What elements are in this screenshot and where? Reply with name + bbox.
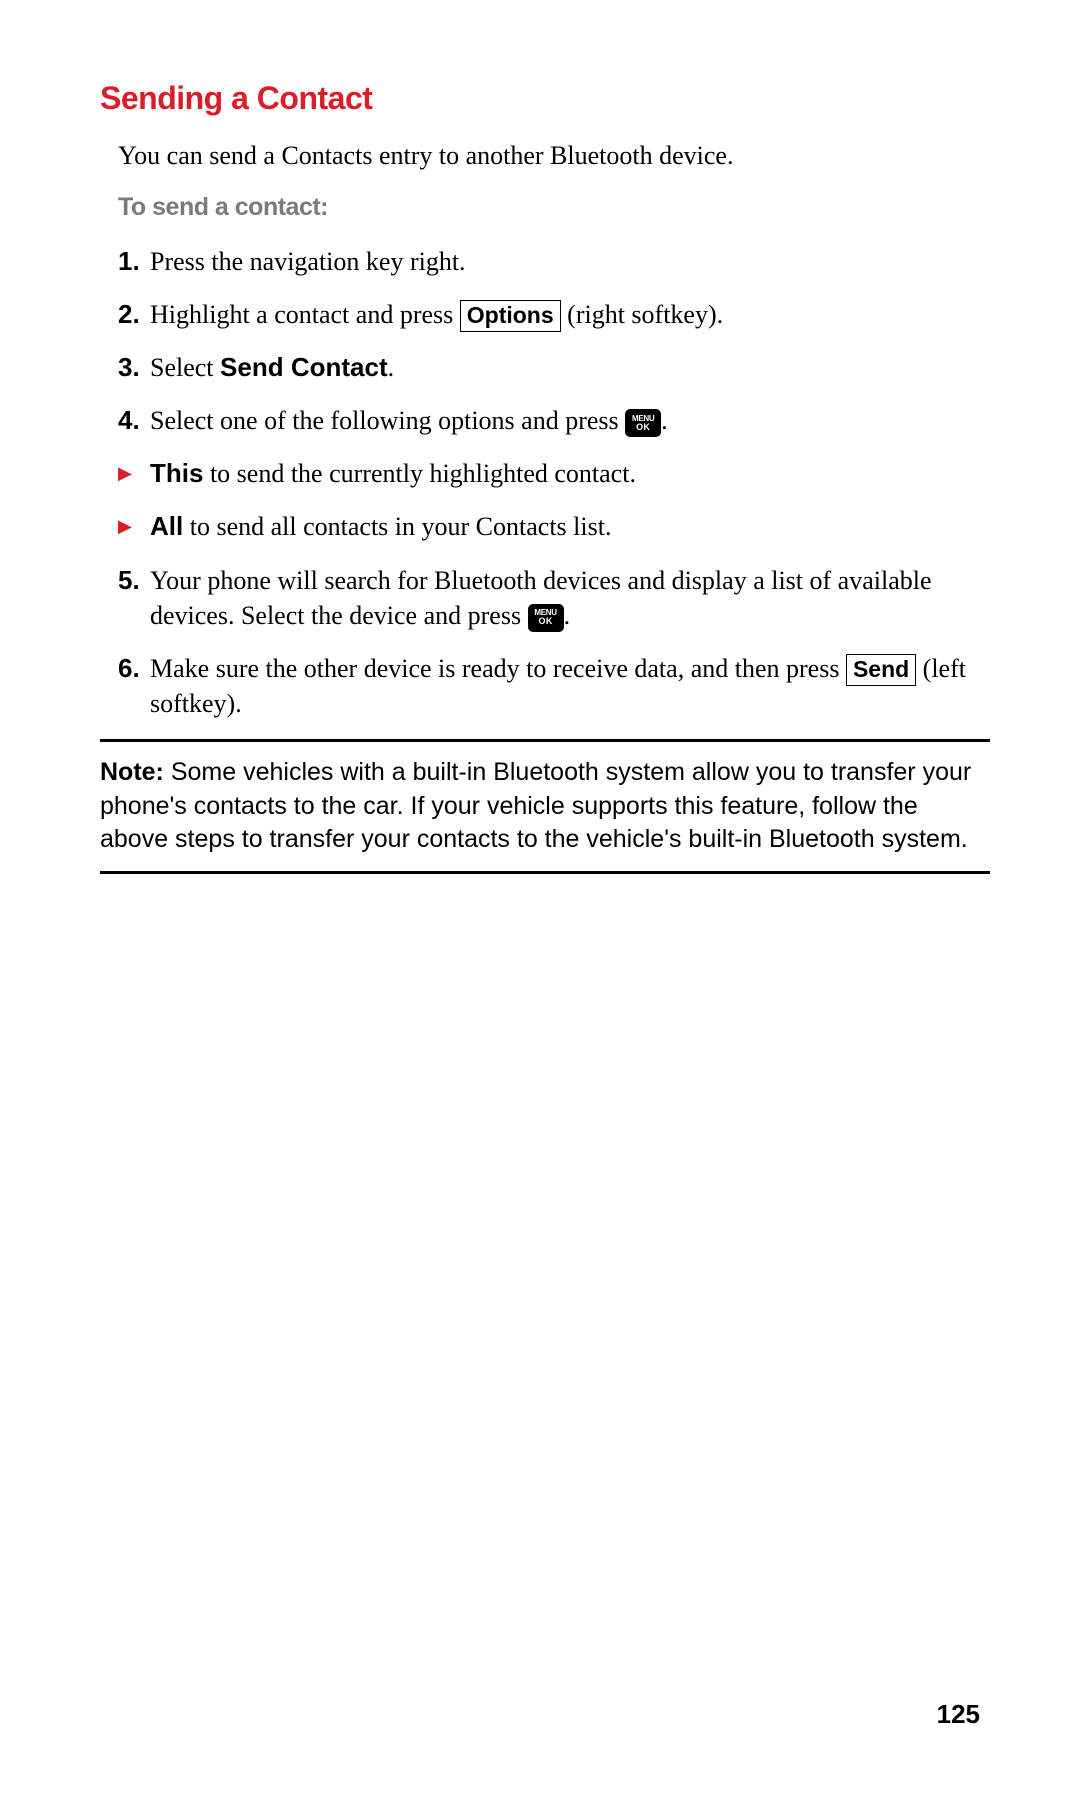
text-fragment: Make sure the other device is ready to r… — [150, 654, 846, 683]
step-text: Select Send Contact. — [150, 350, 990, 385]
bullet-all: ▶ All to send all contacts in your Conta… — [118, 509, 990, 544]
note-box: Note: Some vehicles with a built-in Blue… — [100, 739, 990, 874]
step-number: 1. — [118, 244, 150, 279]
text-fragment: to send the currently highlighted contac… — [203, 459, 636, 488]
intro-text: You can send a Contacts entry to another… — [118, 141, 990, 171]
menu-item-label: Send Contact — [220, 352, 388, 382]
subheading: To send a contact: — [118, 193, 990, 222]
step-text: Highlight a contact and press Options (r… — [150, 297, 990, 332]
step-number: 5. — [118, 563, 150, 633]
step-3: 3. Select Send Contact. — [118, 350, 990, 385]
step-text: Your phone will search for Bluetooth dev… — [150, 563, 990, 633]
bullet-marker-icon: ▶ — [118, 509, 150, 544]
text-fragment: Select — [150, 353, 220, 382]
step-4: 4. Select one of the following options a… — [118, 403, 990, 438]
step-text: Make sure the other device is ready to r… — [150, 651, 990, 721]
step-6: 6. Make sure the other device is ready t… — [118, 651, 990, 721]
text-fragment: Highlight a contact and press — [150, 300, 460, 329]
step-number: 2. — [118, 297, 150, 332]
step-number: 6. — [118, 651, 150, 721]
text-fragment: Select one of the following options and … — [150, 406, 625, 435]
step-number: 4. — [118, 403, 150, 438]
menu-ok-button-icon: MENUOK — [625, 409, 661, 437]
softkey-send: Send — [846, 654, 916, 686]
step-2: 2. Highlight a contact and press Options… — [118, 297, 990, 332]
page-number: 125 — [937, 1699, 980, 1730]
section-heading: Sending a Contact — [100, 80, 990, 117]
step-1: 1. Press the navigation key right. — [118, 244, 990, 279]
note-label: Note: — [100, 758, 164, 786]
text-fragment: . — [388, 353, 395, 382]
option-label: All — [150, 511, 183, 541]
bullet-text: This to send the currently highlighted c… — [150, 456, 990, 491]
text-fragment: . — [564, 601, 571, 630]
step-text: Select one of the following options and … — [150, 403, 990, 438]
menu-ok-button-icon: MENUOK — [528, 604, 564, 632]
text-fragment: . — [661, 406, 668, 435]
note-text: Some vehicles with a built-in Bluetooth … — [100, 758, 971, 854]
bullet-this: ▶ This to send the currently highlighted… — [118, 456, 990, 491]
text-fragment: to send all contacts in your Contacts li… — [183, 512, 611, 541]
step-number: 3. — [118, 350, 150, 385]
bullet-text: All to send all contacts in your Contact… — [150, 509, 990, 544]
softkey-options: Options — [460, 300, 561, 332]
icon-label: OK — [636, 423, 650, 432]
icon-label: OK — [539, 617, 553, 626]
step-text: Press the navigation key right. — [150, 244, 990, 279]
bullet-marker-icon: ▶ — [118, 456, 150, 491]
text-fragment: (right softkey). — [561, 300, 723, 329]
option-label: This — [150, 458, 203, 488]
step-5: 5. Your phone will search for Bluetooth … — [118, 563, 990, 633]
